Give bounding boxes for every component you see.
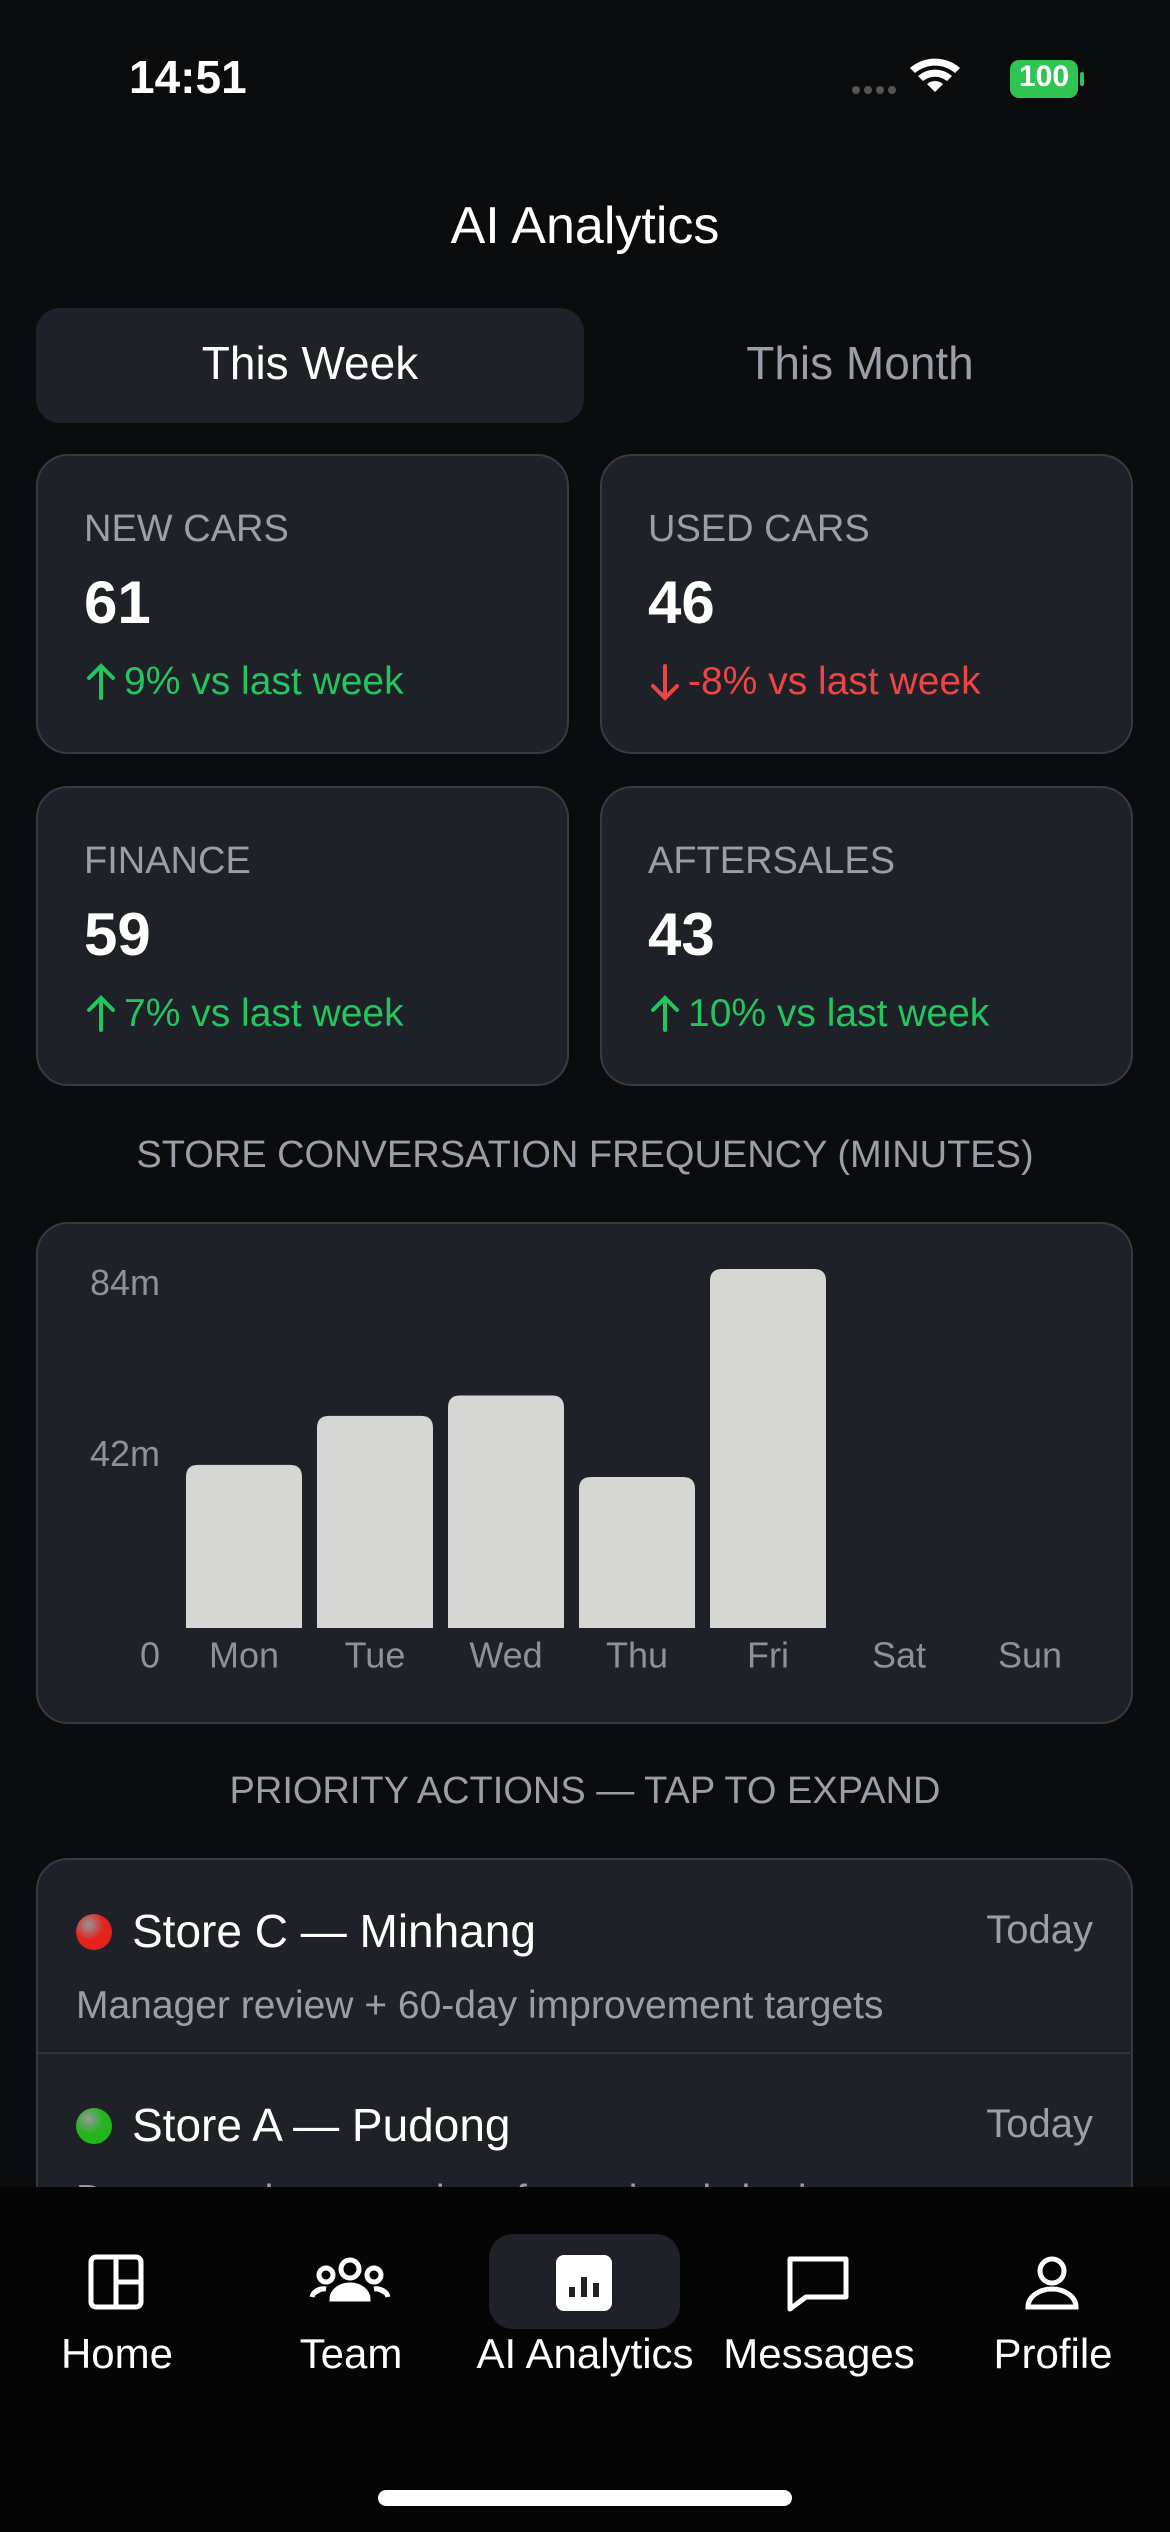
actions-clip: Store C — Minhang Today Manager review + 6…	[36, 1858, 1133, 2187]
bar	[186, 1464, 302, 1628]
kpi-delta: -8% vs last week	[648, 660, 981, 704]
status-icons	[852, 58, 1084, 98]
x-tick-label: Tue	[345, 1635, 406, 1676]
nav-item[interactable]: AI Analytics	[476, 2330, 694, 2377]
section-title: STORE CONVERSATION FREQUENCY (MINUTES)	[136, 1134, 1034, 1176]
kpi-label: AFTERSALES	[648, 840, 896, 882]
nav-item[interactable]: Home	[60, 2330, 174, 2377]
time: 14:51	[129, 51, 247, 103]
delta-text: 9% vs last week	[124, 660, 404, 703]
nav-item[interactable]: Messages	[723, 2330, 915, 2377]
kpi-card: USED CARS 46 -8% vs last week	[600, 454, 1133, 754]
battery: 100	[1018, 60, 1070, 93]
kpi-delta: 9% vs last week	[84, 660, 404, 704]
bar	[448, 1395, 564, 1628]
kpi-label: USED CARS	[648, 508, 870, 550]
nav-item[interactable]: Team	[299, 2330, 403, 2377]
action-detail: Manager review + 60-day improvement targ…	[76, 1984, 884, 2027]
tab-active-bg	[36, 308, 584, 423]
x-tick-label: Sun	[998, 1635, 1062, 1676]
trend-arrow	[87, 663, 115, 700]
delta-text: 7% vs last week	[124, 992, 404, 1035]
bar	[579, 1477, 695, 1628]
x-tick-label: Fri	[747, 1635, 789, 1676]
kpi-delta: 7% vs last week	[84, 992, 404, 1036]
y-tick-label: 42m	[90, 1433, 160, 1474]
trend-arrow	[87, 995, 115, 1032]
kpi-card: FINANCE 59 7% vs last week	[36, 786, 569, 1086]
chart: 0 42m 84m Mon Tue Wed Thu Fri Sat Sun	[90, 1262, 1062, 1676]
divider	[38, 2052, 1133, 2054]
kpi-delta: 10% vs last week	[648, 992, 989, 1036]
kpi-value: 61	[84, 569, 151, 636]
trend-arrow	[651, 995, 679, 1032]
chart-card: 0 42m 84m Mon Tue Wed Thu Fri Sat Sun	[36, 1222, 1133, 1724]
action-detail: Document best practices for regional sha…	[76, 2178, 850, 2187]
kpi-card: NEW CARS 61 9% vs last week	[36, 454, 569, 754]
kpi-value: 43	[648, 901, 715, 968]
actions-card: Store C — Minhang Today Manager review + 6…	[36, 1858, 1133, 2187]
status-dot	[76, 1914, 112, 1950]
y-tick-label: 84m	[90, 1262, 160, 1303]
action-when: Today	[986, 2102, 1093, 2146]
action-title[interactable]: Store C — Minhang	[132, 1905, 536, 1957]
page-title: AI Analytics	[450, 197, 720, 255]
kpi-value: 59	[84, 901, 151, 968]
action-title[interactable]: Store A — Pudong	[132, 2099, 511, 2151]
x-tick-label: Sat	[872, 1635, 926, 1676]
x-tick-label: Mon	[209, 1635, 279, 1676]
kpi-label: NEW CARS	[84, 508, 289, 550]
home-indicator	[378, 2490, 792, 2506]
section-title: PRIORITY ACTIONS — TAP TO EXPAND	[229, 1770, 941, 1812]
x-tick-label: Wed	[469, 1635, 542, 1676]
bar	[710, 1269, 826, 1628]
kpi-value: 46	[648, 569, 715, 636]
kpi-label: FINANCE	[84, 840, 251, 882]
delta-text: -8% vs last week	[688, 660, 981, 703]
trend-arrow	[651, 664, 679, 701]
bar	[317, 1415, 433, 1628]
y-tick-label: 0	[140, 1635, 160, 1676]
nav-item[interactable]: Profile	[993, 2330, 1113, 2377]
delta-text: 10% vs last week	[688, 992, 990, 1035]
action-when: Today	[986, 1908, 1093, 1952]
tab[interactable]: This Week	[201, 337, 419, 389]
tab-bar	[0, 2187, 1170, 2532]
kpi-card: AFTERSALES 43 10% vs last week	[600, 786, 1133, 1086]
tab[interactable]: This Month	[746, 337, 974, 389]
nav-icons	[88, 2254, 1079, 2312]
status-dot	[76, 2108, 112, 2144]
x-tick-label: Thu	[606, 1635, 668, 1676]
